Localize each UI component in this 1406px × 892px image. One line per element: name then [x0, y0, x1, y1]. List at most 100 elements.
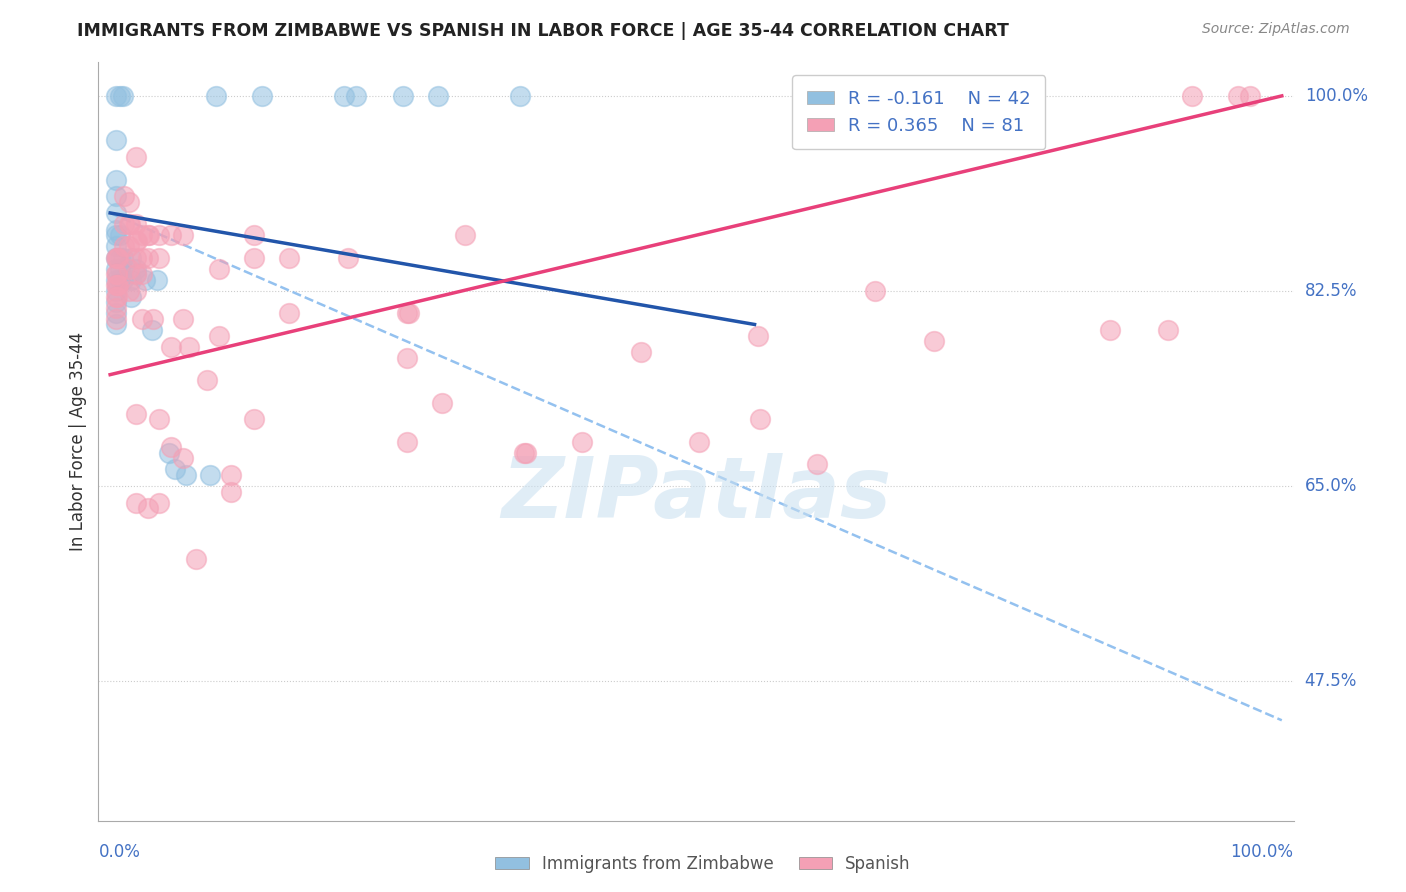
Point: [105, 318, 128, 332]
Point: [252, 89, 274, 103]
Text: Source: ZipAtlas.com: Source: ZipAtlas.com: [1202, 22, 1350, 37]
Point: [105, 89, 128, 103]
Point: [105, 134, 128, 148]
Point: [105, 295, 128, 310]
Point: [120, 290, 142, 304]
Point: [118, 194, 141, 209]
Point: [125, 407, 148, 421]
Point: [105, 189, 128, 203]
Point: [108, 261, 131, 276]
Point: [105, 284, 128, 298]
Point: [513, 446, 536, 460]
Point: [105, 251, 128, 265]
Point: [208, 328, 231, 343]
Point: [125, 268, 148, 282]
Point: [747, 328, 769, 343]
Point: [141, 323, 163, 337]
Point: [1098, 323, 1121, 337]
Point: [863, 284, 887, 298]
Point: [243, 412, 266, 426]
Point: [204, 89, 226, 103]
Point: [134, 273, 156, 287]
Point: [112, 89, 135, 103]
Text: 100.0%: 100.0%: [1305, 87, 1368, 105]
Point: [430, 395, 453, 409]
Point: [172, 228, 194, 243]
Point: [1227, 89, 1250, 103]
Point: [136, 228, 159, 243]
Point: [136, 251, 159, 265]
Point: [219, 484, 242, 499]
Point: [105, 228, 128, 243]
Point: [105, 268, 128, 282]
Point: [108, 89, 131, 103]
Point: [148, 251, 170, 265]
Point: [172, 312, 194, 326]
Y-axis label: In Labor Force | Age 35-44: In Labor Force | Age 35-44: [69, 332, 87, 551]
Text: 65.0%: 65.0%: [1305, 477, 1357, 495]
Point: [107, 278, 129, 293]
Point: [105, 223, 128, 237]
Point: [333, 89, 356, 103]
Point: [337, 251, 360, 265]
Point: [125, 217, 148, 231]
Point: [108, 251, 131, 265]
Point: [118, 261, 141, 276]
Legend: R = -0.161    N = 42, R = 0.365    N = 81: R = -0.161 N = 42, R = 0.365 N = 81: [793, 75, 1046, 149]
Point: [219, 467, 242, 482]
Point: [105, 306, 128, 320]
Point: [454, 228, 477, 243]
Point: [571, 434, 593, 449]
Point: [131, 312, 153, 326]
Point: [120, 217, 141, 231]
Point: [105, 273, 128, 287]
Point: [160, 228, 183, 243]
Point: [112, 189, 135, 203]
Point: [148, 496, 170, 510]
Point: [125, 261, 148, 276]
Point: [427, 89, 450, 103]
Point: [131, 228, 153, 243]
Point: [125, 150, 148, 164]
Point: [749, 412, 772, 426]
Point: [163, 462, 186, 476]
Point: [1157, 323, 1180, 337]
Point: [515, 446, 537, 460]
Point: [108, 273, 131, 287]
Point: [138, 228, 160, 243]
Point: [243, 251, 266, 265]
Point: [148, 228, 170, 243]
Point: [278, 251, 301, 265]
Point: [1239, 89, 1261, 103]
Point: [177, 340, 200, 354]
Legend: Immigrants from Zimbabwe, Spanish: Immigrants from Zimbabwe, Spanish: [488, 848, 918, 880]
Text: IMMIGRANTS FROM ZIMBABWE VS SPANISH IN LABOR FORCE | AGE 35-44 CORRELATION CHART: IMMIGRANTS FROM ZIMBABWE VS SPANISH IN L…: [77, 22, 1010, 40]
Text: ZIPatlas: ZIPatlas: [501, 453, 891, 536]
Point: [197, 373, 219, 387]
Point: [136, 501, 159, 516]
Point: [125, 268, 148, 282]
Point: [118, 284, 141, 298]
Point: [125, 496, 148, 510]
Point: [105, 251, 128, 265]
Point: [278, 306, 301, 320]
Point: [105, 239, 128, 253]
Point: [105, 290, 128, 304]
Point: [395, 306, 418, 320]
Point: [105, 172, 128, 186]
Point: [395, 351, 418, 365]
Point: [392, 89, 415, 103]
Point: [108, 228, 131, 243]
Point: [112, 217, 135, 231]
Point: [127, 234, 149, 248]
Point: [344, 89, 367, 103]
Point: [125, 284, 148, 298]
Point: [146, 273, 169, 287]
Point: [398, 306, 420, 320]
Point: [125, 234, 148, 248]
Point: [160, 340, 183, 354]
Point: [172, 451, 194, 466]
Point: [118, 217, 141, 231]
Point: [112, 251, 135, 265]
Point: [1181, 89, 1204, 103]
